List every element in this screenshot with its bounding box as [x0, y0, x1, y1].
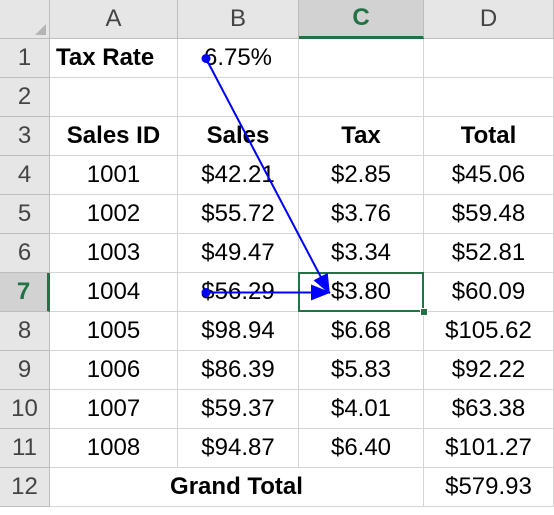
cell-b8[interactable]: $98.94 — [178, 312, 299, 351]
cell-d12[interactable]: $579.93 — [424, 468, 554, 507]
cell-c10[interactable]: $4.01 — [299, 390, 424, 429]
cell-b6[interactable]: $49.47 — [178, 234, 299, 273]
cell-a4[interactable]: 1001 — [50, 156, 178, 195]
cell-d6[interactable]: $52.81 — [424, 234, 554, 273]
cell-c8[interactable]: $6.68 — [299, 312, 424, 351]
select-all-button[interactable] — [0, 0, 50, 39]
cell-d3[interactable]: Total — [424, 117, 554, 156]
cell-d10[interactable]: $63.38 — [424, 390, 554, 429]
row-header-11[interactable]: 11 — [0, 429, 50, 468]
cell-c6[interactable]: $3.34 — [299, 234, 424, 273]
cell-a7[interactable]: 1004 — [50, 273, 178, 312]
cell-a11[interactable]: 1008 — [50, 429, 178, 468]
cell-a10[interactable]: 1007 — [50, 390, 178, 429]
cell-a6[interactable]: 1003 — [50, 234, 178, 273]
row-header-6[interactable]: 6 — [0, 234, 50, 273]
cell-c4[interactable]: $2.85 — [299, 156, 424, 195]
column-header-d[interactable]: D — [424, 0, 554, 39]
cell-b1[interactable]: 6.75% — [178, 39, 299, 78]
cell-b9[interactable]: $86.39 — [178, 351, 299, 390]
cell-c9[interactable]: $5.83 — [299, 351, 424, 390]
cell-d5[interactable]: $59.48 — [424, 195, 554, 234]
row-header-12[interactable]: 12 — [0, 468, 50, 507]
cell-d4[interactable]: $45.06 — [424, 156, 554, 195]
row-header-3[interactable]: 3 — [0, 117, 50, 156]
cell-b4[interactable]: $42.21 — [178, 156, 299, 195]
cell-a1[interactable]: Tax Rate — [50, 39, 178, 78]
cell-d8[interactable]: $105.62 — [424, 312, 554, 351]
cell-a12[interactable]: Grand Total — [50, 468, 424, 507]
cell-b10[interactable]: $59.37 — [178, 390, 299, 429]
cell-b3[interactable]: Sales — [178, 117, 299, 156]
row-header-8[interactable]: 8 — [0, 312, 50, 351]
cell-a3[interactable]: Sales ID — [50, 117, 178, 156]
cell-b5[interactable]: $55.72 — [178, 195, 299, 234]
cell-b2[interactable] — [178, 78, 299, 117]
cell-c2[interactable] — [299, 78, 424, 117]
cell-a8[interactable]: 1005 — [50, 312, 178, 351]
row-header-4[interactable]: 4 — [0, 156, 50, 195]
column-header-b[interactable]: B — [178, 0, 299, 39]
cell-c3[interactable]: Tax — [299, 117, 424, 156]
cell-d11[interactable]: $101.27 — [424, 429, 554, 468]
row-header-1[interactable]: 1 — [0, 39, 50, 78]
cell-d9[interactable]: $92.22 — [424, 351, 554, 390]
cell-c11[interactable]: $6.40 — [299, 429, 424, 468]
select-all-triangle-icon — [35, 24, 46, 35]
column-header-c[interactable]: C — [299, 0, 424, 39]
cell-d2[interactable] — [424, 78, 554, 117]
cell-c5[interactable]: $3.76 — [299, 195, 424, 234]
cell-c1[interactable] — [299, 39, 424, 78]
cell-a9[interactable]: 1006 — [50, 351, 178, 390]
cell-b7[interactable]: $56.29 — [178, 273, 299, 312]
cell-a5[interactable]: 1002 — [50, 195, 178, 234]
row-header-9[interactable]: 9 — [0, 351, 50, 390]
cell-d1[interactable] — [424, 39, 554, 78]
cell-a2[interactable] — [50, 78, 178, 117]
cell-d7[interactable]: $60.09 — [424, 273, 554, 312]
fill-handle[interactable] — [420, 308, 428, 316]
row-header-7[interactable]: 7 — [0, 273, 50, 312]
row-header-10[interactable]: 10 — [0, 390, 50, 429]
cell-c7[interactable]: $3.80 — [299, 273, 424, 312]
cell-b11[interactable]: $94.87 — [178, 429, 299, 468]
row-header-2[interactable]: 2 — [0, 78, 50, 117]
column-header-a[interactable]: A — [50, 0, 178, 39]
row-header-5[interactable]: 5 — [0, 195, 50, 234]
